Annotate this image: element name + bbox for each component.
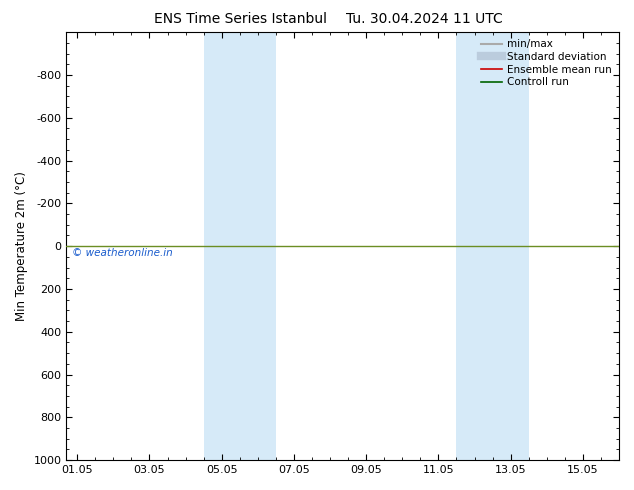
Y-axis label: Min Temperature 2m (°C): Min Temperature 2m (°C) xyxy=(15,171,28,321)
Text: © weatheronline.in: © weatheronline.in xyxy=(72,248,172,258)
Text: Tu. 30.04.2024 11 UTC: Tu. 30.04.2024 11 UTC xyxy=(346,12,503,26)
Legend: min/max, Standard deviation, Ensemble mean run, Controll run: min/max, Standard deviation, Ensemble me… xyxy=(479,37,614,89)
Text: ENS Time Series Istanbul: ENS Time Series Istanbul xyxy=(155,12,327,26)
Bar xyxy=(456,32,493,460)
Bar xyxy=(493,32,529,460)
Bar xyxy=(204,32,240,460)
Bar xyxy=(240,32,276,460)
